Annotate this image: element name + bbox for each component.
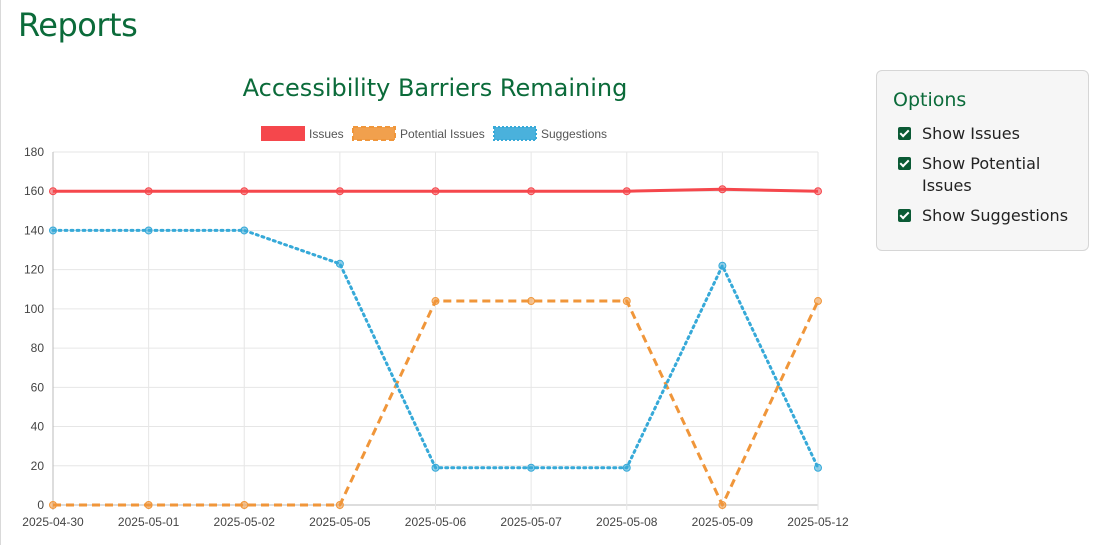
data-point	[527, 187, 536, 196]
chart-grid	[52, 151, 819, 510]
x-tick-label: 2025-05-01	[118, 515, 180, 529]
x-tick-label: 2025-05-05	[309, 515, 371, 529]
y-tick-label: 40	[31, 420, 45, 434]
data-point	[431, 297, 440, 306]
data-point	[144, 501, 153, 509]
show-potential-issues-label: Show Potential Issues	[922, 154, 1041, 195]
show-issues-label: Show Issues	[922, 124, 1020, 143]
data-point	[240, 501, 249, 509]
y-tick-label: 180	[24, 145, 44, 159]
data-point	[718, 501, 727, 509]
y-tick-label: 120	[24, 263, 44, 277]
data-point	[814, 187, 822, 196]
data-point	[335, 187, 344, 196]
data-point	[240, 187, 249, 196]
legend-swatch	[493, 126, 537, 141]
chart-container: Accessibility Barriers Remaining Issues P…	[0, 60, 860, 545]
data-point	[622, 463, 631, 472]
show-suggestions-label: Show Suggestions	[922, 206, 1069, 225]
legend-label: Issues	[309, 127, 344, 141]
options-title: Options	[893, 89, 967, 111]
data-point	[49, 187, 57, 196]
data-point	[335, 259, 344, 268]
show-issues-checkbox[interactable]	[898, 127, 911, 140]
data-point	[527, 463, 536, 472]
y-tick-label: 80	[31, 341, 45, 355]
data-point	[718, 261, 727, 270]
show-suggestions-checkbox[interactable]	[898, 209, 911, 222]
x-tick-label: 2025-05-02	[214, 515, 276, 529]
data-point	[240, 226, 249, 235]
page-title: Reports	[18, 6, 138, 44]
legend-label: Potential Issues	[400, 127, 485, 141]
data-point	[335, 501, 344, 509]
options-panel: Options Show Issues Show Potential Issue…	[876, 70, 1089, 251]
data-point	[431, 187, 440, 196]
x-tick-label: 2025-05-12	[787, 515, 849, 529]
data-point	[718, 185, 727, 194]
data-point	[49, 501, 57, 509]
x-tick-label: 2025-05-09	[692, 515, 754, 529]
chart-legend: Issues Potential Issues Suggestions	[261, 126, 607, 141]
x-tick-label: 2025-04-30	[22, 515, 84, 529]
y-tick-label: 140	[24, 223, 44, 237]
line-chart: Accessibility Barriers Remaining Issues P…	[22, 74, 849, 529]
x-tick-label: 2025-05-06	[405, 515, 467, 529]
data-point	[622, 187, 631, 196]
legend-swatch	[261, 126, 305, 141]
legend-label: Suggestions	[541, 127, 607, 141]
show-suggestions-option[interactable]: Show Suggestions	[893, 205, 1072, 227]
x-tick-label: 2025-05-07	[500, 515, 562, 529]
x-tick-label: 2025-05-08	[596, 515, 658, 529]
y-axis: 0 20 40 60 80 100 120 140 160 180	[24, 145, 44, 512]
page-left-border	[0, 0, 1, 545]
data-point	[527, 297, 536, 306]
data-point	[814, 463, 822, 472]
legend-swatch	[352, 126, 396, 141]
show-potential-issues-checkbox[interactable]	[898, 157, 911, 170]
data-point	[814, 297, 822, 306]
data-point	[49, 226, 57, 235]
chart-series	[49, 185, 822, 509]
chart-title: Accessibility Barriers Remaining	[243, 74, 628, 102]
x-axis: 2025-04-30 2025-05-01 2025-05-02 2025-05-05…	[22, 515, 849, 529]
y-tick-label: 20	[31, 459, 45, 473]
show-potential-issues-option[interactable]: Show Potential Issues	[893, 153, 1072, 197]
y-tick-label: 160	[24, 184, 44, 198]
data-point	[622, 297, 631, 306]
data-point	[144, 187, 153, 196]
data-point	[144, 226, 153, 235]
show-issues-option[interactable]: Show Issues	[893, 123, 1072, 145]
y-tick-label: 100	[24, 302, 44, 316]
y-tick-label: 0	[37, 498, 44, 512]
data-point	[431, 463, 440, 472]
y-tick-label: 60	[31, 380, 45, 394]
